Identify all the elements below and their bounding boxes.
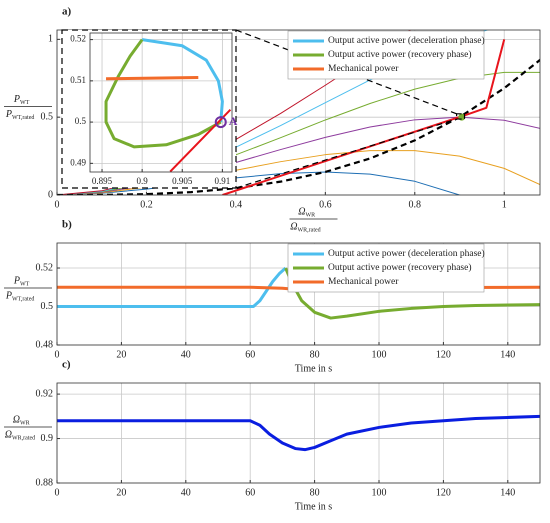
line-series	[57, 150, 540, 195]
legend-label: Output active power (deceleration phase)	[328, 248, 485, 259]
legend-label: Output active power (recovery phase)	[328, 262, 472, 273]
x-tick-label: 0	[55, 487, 60, 498]
line-series	[222, 39, 506, 195]
axes-frame	[56, 382, 541, 484]
x-tick-label: 80	[310, 349, 320, 360]
x-tick-label: 0.8	[409, 199, 422, 210]
y-tick-label: 0.52	[70, 34, 86, 44]
axis-label-main: Ω	[298, 206, 305, 217]
y-tick-label: 0.48	[36, 339, 54, 350]
axis-label-sub: WR	[306, 212, 316, 218]
axis-label-main: P	[5, 290, 12, 301]
x-tick-label: 80	[310, 487, 320, 498]
x-tick-label: 140	[500, 487, 515, 498]
x-tick-label: 140	[500, 349, 515, 360]
axis-label: Time in s	[295, 501, 333, 512]
x-tick-label: 0.4	[230, 199, 243, 210]
x-tick-label: 1	[502, 199, 507, 210]
line-series	[284, 267, 540, 320]
marker-point	[214, 116, 227, 129]
x-tick-label: 0.895	[92, 176, 113, 186]
line-series	[169, 109, 232, 172]
y-tick-label: 0.52	[36, 262, 54, 273]
axis-label-main: Ω	[13, 414, 20, 425]
x-tick-label: 120	[436, 349, 451, 360]
axis-label-sub: WT,rated	[12, 115, 34, 121]
x-tick-label: 0	[55, 199, 60, 210]
plot-area	[90, 33, 232, 172]
axis-label-main: Ω	[290, 221, 297, 232]
x-tick-label: 120	[436, 487, 451, 498]
x-tick-label: 20	[116, 487, 126, 498]
line-series	[106, 76, 199, 81]
x-tick-label: 0.2	[140, 199, 153, 210]
x-tick-label: 0.6	[319, 199, 332, 210]
y-tick-label: 1	[48, 34, 53, 45]
axis-label-main: P	[13, 94, 20, 105]
axis-label-main: P	[5, 109, 12, 120]
series-group	[104, 38, 232, 172]
panel-label: a)	[62, 6, 72, 18]
axis-label-sub: WR,rated	[298, 227, 321, 233]
y-tick-label: 0.51	[70, 75, 86, 85]
axis-label-main: Ω	[5, 429, 12, 440]
zoom-connector	[235, 118, 457, 189]
axis-label-sub: WT,rated	[12, 296, 34, 302]
x-tick-label: 60	[245, 487, 255, 498]
marker-label: A	[229, 114, 238, 128]
y-tick-label: 0.49	[70, 157, 86, 167]
axes-frame	[89, 32, 233, 173]
line-series	[57, 58, 540, 195]
y-tick-label: 0.92	[36, 388, 54, 399]
x-tick-label: 100	[372, 349, 387, 360]
x-tick-label: 20	[116, 349, 126, 360]
x-tick-label: 60	[245, 349, 255, 360]
x-tick-label: 0.905	[172, 176, 193, 186]
series-group	[57, 414, 540, 452]
line-series	[141, 38, 224, 123]
x-tick-label: 40	[181, 487, 191, 498]
panel-label: b)	[62, 219, 72, 231]
x-tick-label: 100	[372, 487, 387, 498]
axis-label-sub: WR	[20, 420, 30, 426]
legend-label: Output active power (recovery phase)	[328, 49, 472, 60]
x-tick-label: 0.9	[137, 176, 149, 186]
axes-frame	[56, 242, 541, 346]
x-tick-label: 0.91	[214, 176, 230, 186]
y-tick-label: 0	[48, 189, 53, 200]
y-tick-label: 0.5	[41, 301, 54, 312]
axes-frame	[56, 29, 541, 196]
x-tick-label: 40	[181, 349, 191, 360]
axis-label: Time in s	[295, 363, 333, 374]
axis-label-sub: WT	[20, 100, 30, 106]
axis-label-sub: WR,rated	[12, 435, 35, 441]
legend-label: Mechanical power	[328, 277, 399, 287]
axis-label-main: P	[13, 275, 20, 286]
zoom-box	[455, 113, 466, 120]
y-tick-label: 0.9	[41, 433, 54, 444]
line-series	[57, 266, 287, 309]
y-tick-label: 0.5	[75, 116, 87, 126]
y-tick-label: 0.5	[41, 111, 54, 122]
line-series	[57, 171, 461, 195]
legend-label: Mechanical power	[328, 64, 399, 74]
y-tick-label: 0.88	[36, 477, 54, 488]
axis-label-sub: WT	[20, 281, 30, 287]
line-series	[57, 414, 540, 452]
x-tick-label: 0	[55, 349, 60, 360]
legend-label: Output active power (deceleration phase)	[328, 35, 485, 46]
line-series	[104, 38, 222, 149]
plot-area	[57, 383, 540, 483]
panel-label: c)	[62, 359, 71, 371]
